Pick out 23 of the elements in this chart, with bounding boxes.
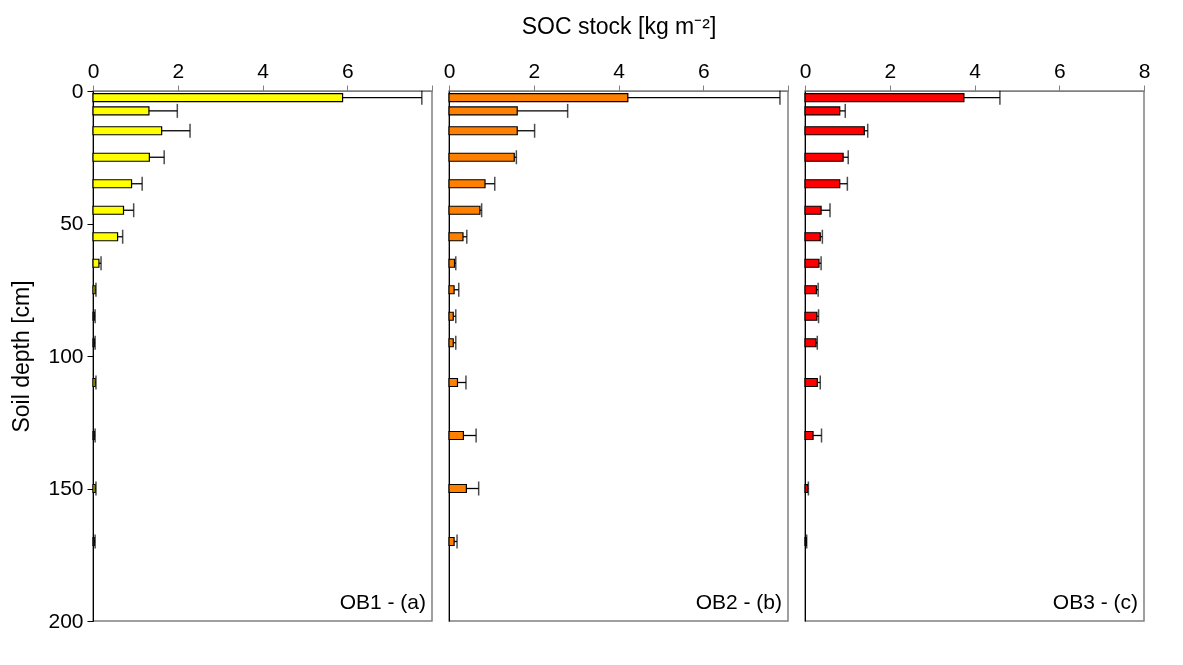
x-tick-label: 6	[1053, 58, 1066, 82]
annotation: OB2 - (b)	[695, 590, 782, 613]
x-tick-label: 4	[969, 58, 982, 82]
x-tick-label: 4	[613, 58, 626, 82]
x-tick-label: 0	[799, 58, 812, 82]
x-tick-label: 0	[87, 58, 100, 82]
x-tick-label: 8	[1138, 58, 1151, 82]
y-axis-title: Soil depth [cm]	[8, 280, 35, 433]
x-tick-label: 6	[697, 58, 710, 82]
y-tick-label: 0	[71, 78, 84, 102]
y-tick-label: 50	[60, 211, 84, 234]
annotation: OB3 - (c)	[1052, 590, 1138, 613]
x-tick-label: 2	[172, 58, 185, 82]
x-tick-label: 4	[257, 58, 270, 82]
x-tick-label: 2	[528, 58, 541, 82]
y-tick-label: 150	[48, 476, 84, 499]
x-axis-title: SOC stock [kg m⁻²]	[521, 12, 717, 39]
x-tick-label: 2	[884, 58, 897, 82]
y-tick-label: 100	[48, 343, 84, 367]
x-tick-label: 0	[443, 58, 456, 82]
x-tick-label: 6	[341, 58, 354, 82]
y-tick-label: 200	[48, 608, 84, 632]
annotation: OB1 - (a)	[339, 590, 426, 613]
